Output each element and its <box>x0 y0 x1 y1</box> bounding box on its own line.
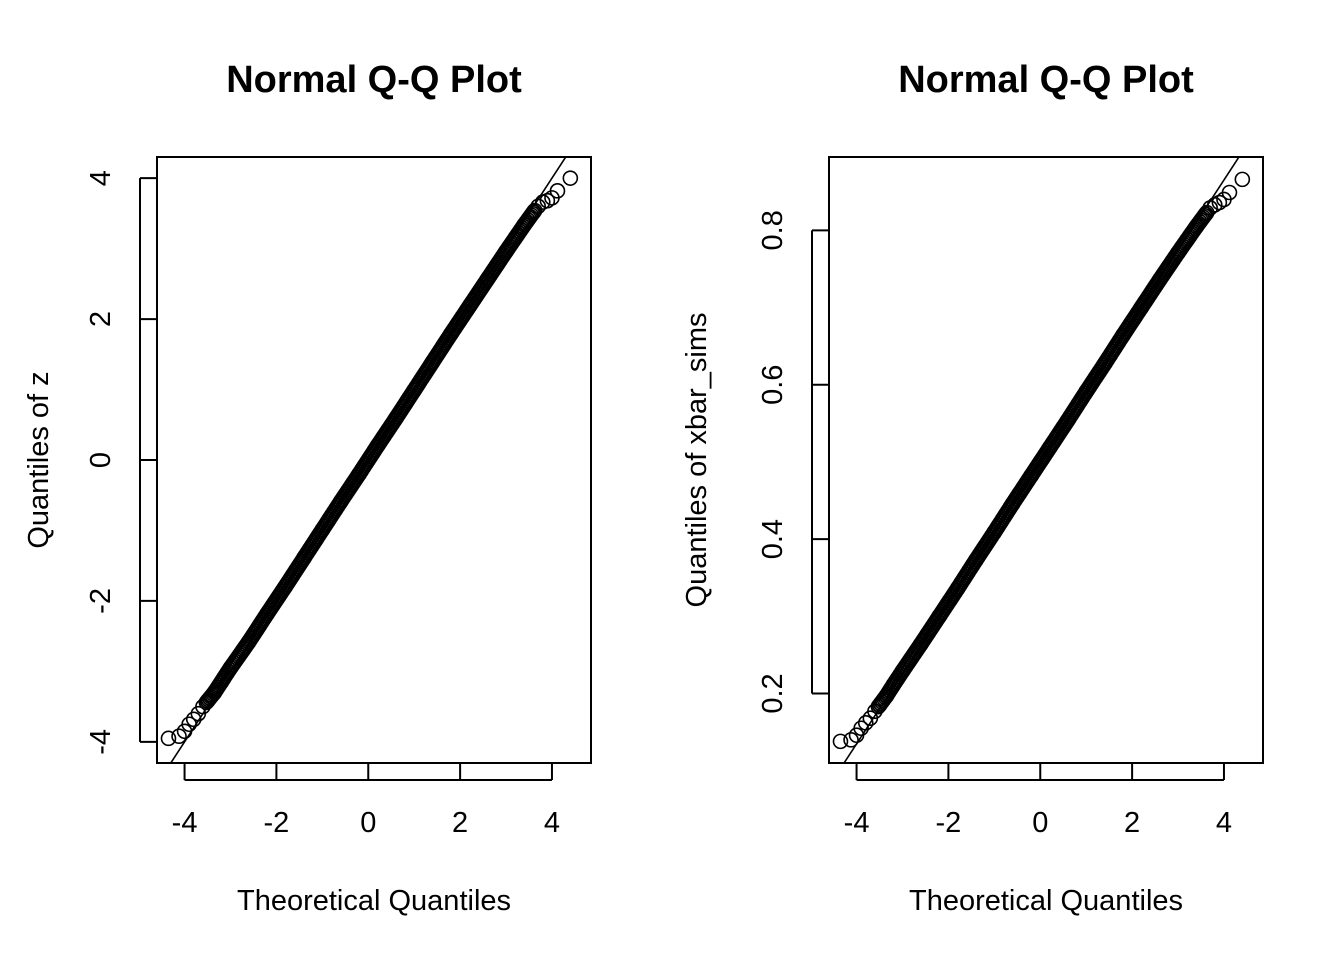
x-tick-label: 2 <box>1124 807 1140 839</box>
data-point <box>424 354 441 370</box>
data-point <box>461 298 478 315</box>
data-point <box>213 674 230 690</box>
data-point <box>1133 299 1150 316</box>
data-point <box>369 438 386 454</box>
data-point <box>949 580 966 597</box>
x-axis-label: Theoretical Quantiles <box>237 885 511 917</box>
x-tick-label: 4 <box>544 807 560 839</box>
data-point <box>1004 495 1021 512</box>
y-tick-label: 4 <box>85 170 117 186</box>
data-point <box>1188 218 1205 235</box>
data-point <box>857 715 874 731</box>
data-point <box>968 552 984 568</box>
data-point <box>222 660 239 676</box>
x-tick-label: -4 <box>844 807 870 839</box>
data-point <box>160 730 177 747</box>
chart-title: Normal Q-Q Plot <box>898 59 1194 101</box>
data-point <box>516 216 533 233</box>
chart-title: Normal Q-Q Plot <box>226 59 522 101</box>
y-tick-label: 0.6 <box>757 365 789 405</box>
x-tick-label: 0 <box>1032 807 1048 839</box>
data-point <box>878 688 895 704</box>
qq-plot-panel-xbar-sims: Normal Q-Q Plot Theoretical Quantiles Qu… <box>681 59 1264 917</box>
data-point <box>507 230 524 246</box>
data-point <box>1179 231 1196 248</box>
y-tick-label: 0.2 <box>757 673 789 713</box>
axes: -4 -2 0 2 4 0.2 0.4 0.6 0.8 <box>757 210 1232 839</box>
x-tick-label: -2 <box>264 807 290 839</box>
data-point <box>986 524 1003 540</box>
data-point <box>332 493 349 510</box>
data-point <box>526 202 543 219</box>
data-point <box>913 636 929 652</box>
data-point <box>388 410 404 427</box>
data-point <box>931 608 948 625</box>
data-point <box>171 728 187 745</box>
data-point <box>406 382 422 399</box>
y-tick-label: 0.4 <box>757 519 789 559</box>
data-point <box>1234 171 1251 188</box>
data-point <box>277 578 294 594</box>
data-point <box>498 243 514 260</box>
x-tick-label: 4 <box>1216 807 1232 839</box>
y-axis-label: Quantiles of z <box>23 371 55 548</box>
data-point <box>1221 184 1238 201</box>
data-point <box>296 550 312 566</box>
data-point <box>351 466 367 482</box>
y-tick-label: 2 <box>85 311 117 327</box>
x-axis-label: Theoretical Quantiles <box>909 885 1183 917</box>
data-point <box>562 170 579 186</box>
x-tick-label: 0 <box>360 807 376 839</box>
data-point <box>1170 244 1186 261</box>
data-point <box>885 677 902 693</box>
data-point <box>479 271 496 287</box>
data-point <box>549 183 566 199</box>
data-point <box>1211 194 1228 211</box>
data-point <box>1196 207 1213 224</box>
y-tick-label: 0 <box>85 452 117 468</box>
qq-plot-panel-z: Normal Q-Q Plot Theoretical Quantiles Qu… <box>23 59 592 917</box>
data-point <box>832 733 849 750</box>
data-point <box>1041 440 1058 456</box>
y-tick-label: -2 <box>85 588 117 614</box>
data-point <box>1202 200 1218 216</box>
data-point <box>314 521 331 538</box>
data-point <box>530 198 546 215</box>
data-point <box>1078 383 1094 400</box>
data-point <box>443 326 459 342</box>
data-point <box>1151 271 1168 288</box>
plot-frame <box>828 156 1264 764</box>
data-point <box>853 720 869 737</box>
data-point <box>181 716 197 733</box>
data-point <box>185 711 202 728</box>
data-point <box>843 732 859 748</box>
data-point <box>241 633 257 650</box>
x-tick-label: -4 <box>172 807 198 839</box>
y-axis-label: Quantiles of xbar_sims <box>681 313 713 608</box>
plot-area <box>832 157 1251 763</box>
data-point <box>894 663 911 679</box>
data-point <box>1060 412 1076 429</box>
data-point <box>259 605 276 622</box>
plot-area <box>160 157 579 763</box>
y-tick-label: -4 <box>85 729 117 755</box>
data-point <box>1023 468 1039 484</box>
data-point <box>195 698 211 715</box>
x-tick-label: -2 <box>936 807 962 839</box>
x-tick-label: 2 <box>452 807 468 839</box>
y-tick-label: 0.8 <box>757 210 789 250</box>
axes: -4 -2 0 2 4 -4 -2 0 2 4 <box>85 170 560 839</box>
data-point <box>1115 327 1131 344</box>
points-band <box>198 202 543 711</box>
data-point <box>525 204 542 220</box>
data-point <box>1096 356 1113 372</box>
